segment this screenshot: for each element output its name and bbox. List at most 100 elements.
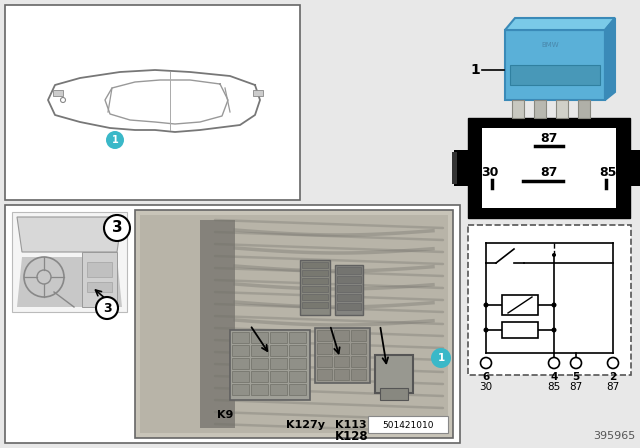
Bar <box>628 150 640 186</box>
Text: 87: 87 <box>540 132 557 145</box>
Bar <box>251 371 268 382</box>
Bar <box>502 322 538 338</box>
Text: K9: K9 <box>217 410 233 420</box>
Text: 30: 30 <box>479 382 493 392</box>
Text: 87: 87 <box>540 167 557 180</box>
Bar <box>334 356 349 367</box>
Bar <box>302 294 328 300</box>
Bar <box>140 215 448 433</box>
Bar <box>368 416 448 433</box>
Bar <box>302 270 328 276</box>
Text: 5: 5 <box>572 372 580 382</box>
Bar <box>300 260 330 315</box>
Bar <box>351 369 366 380</box>
Bar <box>270 358 287 369</box>
Text: 395965: 395965 <box>593 431 635 441</box>
Bar <box>452 152 457 184</box>
Circle shape <box>483 302 488 307</box>
Circle shape <box>104 215 130 241</box>
Bar <box>289 345 306 356</box>
Polygon shape <box>505 30 605 100</box>
Polygon shape <box>17 257 122 307</box>
Text: K113: K113 <box>335 420 367 430</box>
Bar <box>454 150 470 186</box>
Bar <box>337 267 361 274</box>
Bar <box>337 294 361 301</box>
Bar <box>351 343 366 354</box>
Circle shape <box>570 358 582 369</box>
Bar <box>289 371 306 382</box>
Bar <box>251 358 268 369</box>
Text: 3: 3 <box>102 302 111 314</box>
Bar <box>334 330 349 341</box>
Text: 3: 3 <box>112 220 122 236</box>
Bar <box>270 384 287 395</box>
Text: 85: 85 <box>547 382 561 392</box>
Bar <box>230 330 310 400</box>
Bar <box>302 286 328 292</box>
Bar <box>468 118 630 218</box>
Circle shape <box>548 358 559 369</box>
Bar <box>53 90 63 96</box>
Bar <box>270 332 287 343</box>
Bar <box>232 332 249 343</box>
Bar <box>200 220 235 428</box>
Circle shape <box>431 348 451 368</box>
Bar <box>251 345 268 356</box>
Bar <box>87 282 112 292</box>
Bar <box>82 252 117 307</box>
Bar <box>317 369 332 380</box>
Bar <box>289 384 306 395</box>
Bar <box>337 276 361 283</box>
Text: BMW: BMW <box>541 42 559 48</box>
Bar <box>251 384 268 395</box>
Bar <box>512 100 524 118</box>
Circle shape <box>607 358 618 369</box>
Bar <box>317 356 332 367</box>
Polygon shape <box>605 18 615 100</box>
Text: 85: 85 <box>599 167 617 180</box>
Text: 4: 4 <box>550 372 557 382</box>
Circle shape <box>483 327 488 332</box>
Bar <box>302 302 328 308</box>
Bar <box>253 90 263 96</box>
Bar <box>12 212 127 312</box>
Bar <box>270 371 287 382</box>
Bar <box>502 295 538 315</box>
Text: 1: 1 <box>437 353 445 363</box>
Bar <box>270 345 287 356</box>
Circle shape <box>552 302 557 307</box>
Bar <box>351 356 366 367</box>
Bar <box>315 328 370 383</box>
Bar <box>232 358 249 369</box>
Bar <box>87 262 112 277</box>
Bar <box>302 278 328 284</box>
Text: 87: 87 <box>606 382 620 392</box>
Bar <box>351 330 366 341</box>
Bar <box>232 384 249 395</box>
Text: K127y: K127y <box>286 420 325 430</box>
Bar <box>556 100 568 118</box>
Bar <box>380 388 408 400</box>
Text: K128: K128 <box>335 430 369 443</box>
Bar <box>135 210 453 438</box>
Text: 1: 1 <box>111 135 118 145</box>
Circle shape <box>481 358 492 369</box>
Bar <box>334 369 349 380</box>
Bar <box>5 5 300 200</box>
Bar <box>482 128 616 208</box>
Bar <box>534 100 546 118</box>
Circle shape <box>552 253 556 257</box>
Circle shape <box>96 297 118 319</box>
Text: 6: 6 <box>483 372 490 382</box>
Bar <box>289 332 306 343</box>
Text: 87: 87 <box>570 382 582 392</box>
Bar <box>578 100 590 118</box>
Polygon shape <box>17 217 122 252</box>
Bar <box>232 371 249 382</box>
Circle shape <box>106 131 124 149</box>
Circle shape <box>552 327 557 332</box>
Bar <box>337 285 361 292</box>
Bar <box>468 225 631 375</box>
Polygon shape <box>505 18 615 30</box>
